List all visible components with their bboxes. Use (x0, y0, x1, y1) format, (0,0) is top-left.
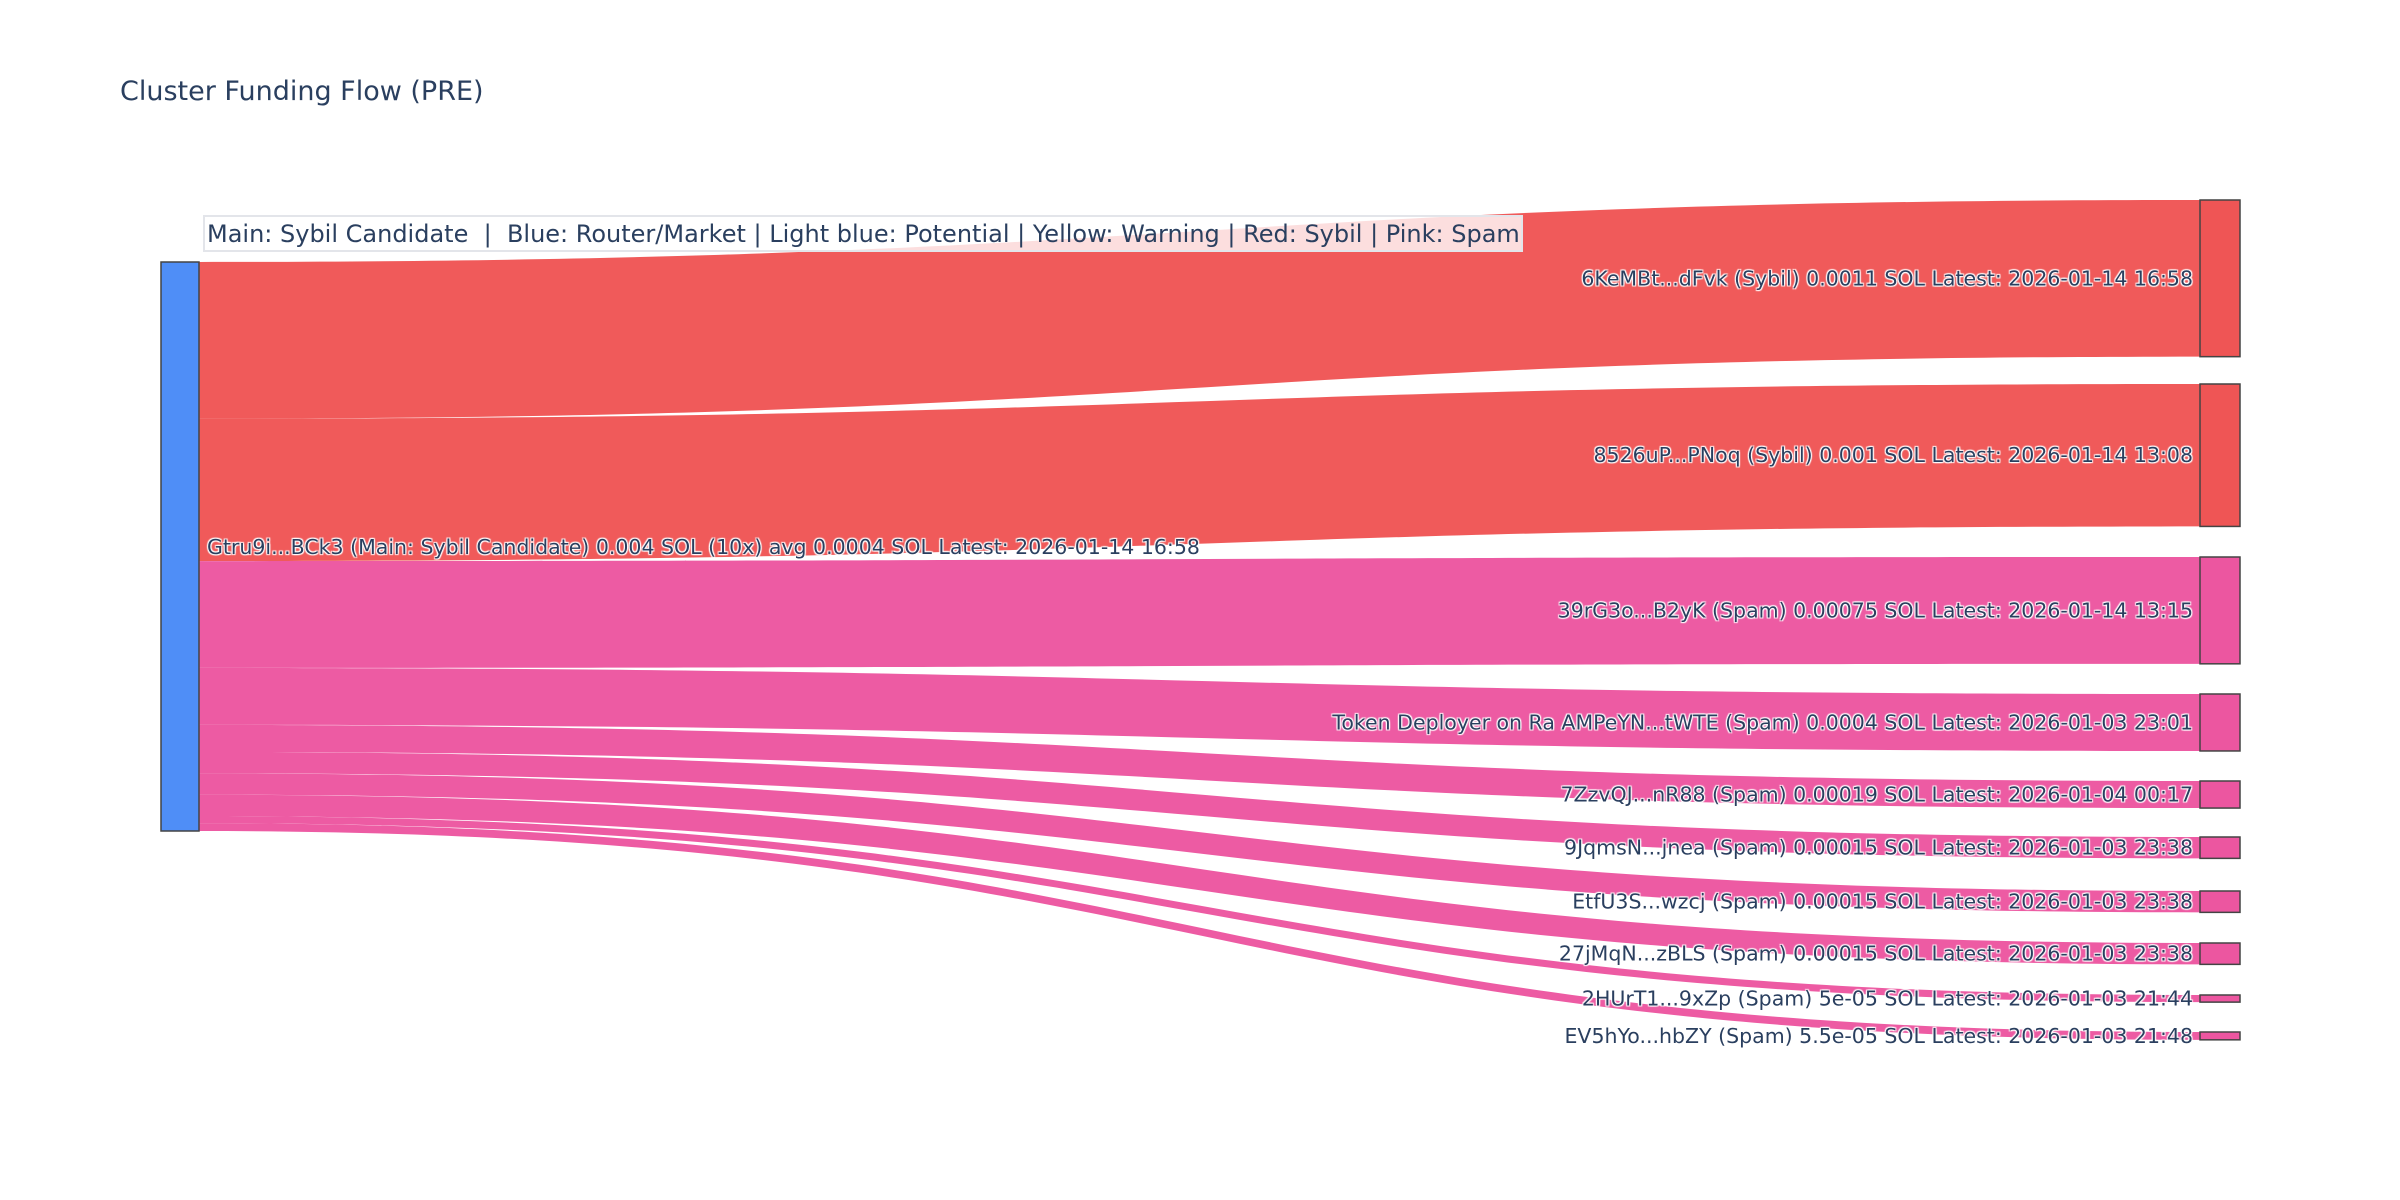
target-node[interactable] (2199, 693, 2241, 752)
flow-link[interactable] (199, 794, 2200, 965)
flow-link[interactable] (199, 751, 2200, 859)
target-node[interactable] (2199, 836, 2241, 860)
flow-link[interactable] (199, 823, 2200, 1040)
target-node-label: 7ZzvQJ...nR88 (Spam) 0.00019 SOL Latest:… (1561, 783, 2194, 807)
flow-link[interactable] (199, 816, 2200, 1003)
target-node[interactable] (2199, 383, 2241, 528)
target-node-label: 8526uP...PNoq (Sybil) 0.001 SOL Latest: … (1593, 443, 2193, 467)
nodes-layer (160, 199, 2241, 1041)
target-node-label: EtfU3S...wzcj (Spam) 0.00015 SOL Latest:… (1572, 890, 2193, 914)
legend-annotation: Main: Sybil Candidate | Blue: Router/Mar… (207, 220, 1520, 248)
target-node-label: EV5hYo...hbZY (Spam) 5.5e-05 SOL Latest:… (1564, 1024, 2193, 1048)
labels-layer: 6KeMBt...dFvk (Sybil) 0.0011 SOL Latest:… (207, 266, 2193, 1048)
flow-link[interactable] (199, 724, 2200, 809)
target-node-label: 2HUrT1...9xZp (Spam) 5e-05 SOL Latest: 2… (1582, 987, 2193, 1011)
target-node-label: 27jMqN...zBLS (Spam) 0.00015 SOL Latest:… (1559, 942, 2193, 966)
target-node-label: 9JqmsN...jnea (Spam) 0.00015 SOL Latest:… (1564, 836, 2193, 860)
source-node[interactable] (160, 261, 200, 832)
target-node[interactable] (2199, 942, 2241, 966)
target-node-label: 6KeMBt...dFvk (Sybil) 0.0011 SOL Latest:… (1581, 266, 2193, 290)
target-node-label: 39rG3o...B2yK (Spam) 0.00075 SOL Latest:… (1558, 598, 2193, 622)
legend-annotation-box (203, 215, 1523, 252)
flow-link[interactable] (199, 384, 2200, 562)
source-node-label: Gtru9i...BCk3 (Main: Sybil Candidate) 0.… (207, 535, 1200, 559)
target-node-label: Token Deployer on Ra AMPeYN...tWTE (Spam… (1331, 710, 2193, 734)
flow-link[interactable] (199, 557, 2200, 668)
flow-link[interactable] (199, 667, 2200, 751)
flow-link[interactable] (199, 200, 2200, 419)
target-node[interactable] (2199, 890, 2241, 914)
target-node[interactable] (2199, 1031, 2241, 1041)
target-node[interactable] (2199, 199, 2241, 358)
links-layer (199, 200, 2200, 1040)
flow-link[interactable] (199, 773, 2200, 913)
target-node[interactable] (2199, 556, 2241, 665)
target-node[interactable] (2199, 780, 2241, 809)
target-node[interactable] (2199, 994, 2241, 1003)
chart-title: Cluster Funding Flow (PRE) (120, 76, 484, 107)
